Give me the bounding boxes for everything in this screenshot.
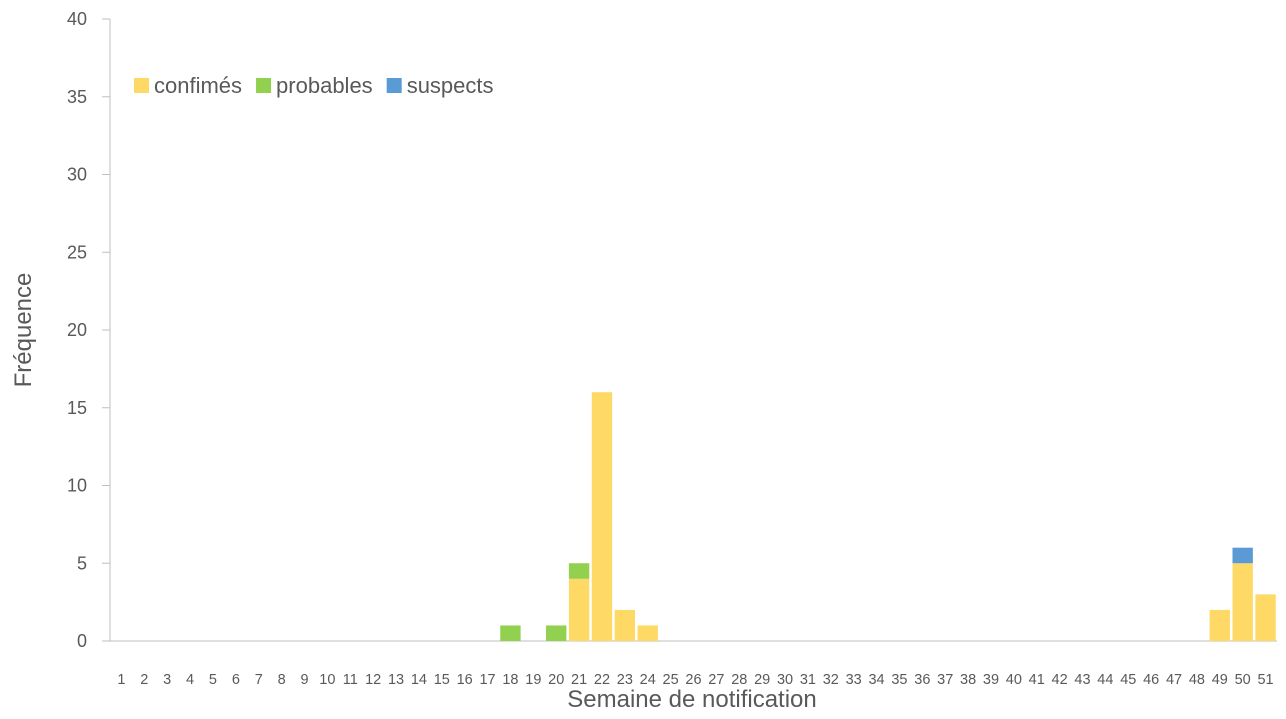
x-tick-label: 6 (232, 672, 240, 688)
legend-swatch (256, 78, 272, 93)
x-tick-label: 18 (502, 672, 518, 688)
x-tick-label: 41 (1029, 672, 1045, 688)
legend-item: suspects (386, 73, 494, 98)
x-tick-label: 5 (209, 672, 217, 688)
x-tick-label: 10 (319, 672, 335, 688)
x-tick-label: 51 (1257, 672, 1273, 688)
x-tick-label: 32 (823, 672, 839, 688)
y-tick-label: 40 (67, 9, 87, 29)
x-tick-label: 28 (731, 672, 747, 688)
x-tick-label: 22 (594, 672, 610, 688)
x-tick-label: 37 (937, 672, 953, 688)
x-tick-label: 21 (571, 672, 587, 688)
x-tick-label: 34 (868, 672, 884, 688)
x-tick-label: 17 (479, 672, 495, 688)
x-tick-label: 8 (278, 672, 286, 688)
bar-probables-20 (546, 625, 567, 641)
y-tick-label: 15 (67, 398, 87, 418)
x-axis: 1 2 3 4 5 6 7 8 9 10 11 12 13 14 15 16 17 18 19 20 21 22 23 24 2… (110, 640, 1277, 688)
legend-label: probables (276, 73, 373, 98)
x-tick-label: 15 (434, 672, 450, 688)
x-tick-label: 4 (186, 672, 194, 688)
legend-item: probables (256, 73, 373, 98)
y-tick-label: 5 (77, 553, 87, 573)
x-tick-label: 20 (548, 672, 564, 688)
x-tick-label: 11 (343, 672, 358, 688)
y-axis: 0 5 10 15 20 25 30 35 40 (67, 9, 111, 651)
x-tick-label: 19 (525, 672, 541, 688)
x-tick-label: 3 (163, 672, 171, 688)
x-tick-label: 12 (365, 672, 381, 688)
bars (500, 392, 1276, 641)
x-tick-label: 49 (1212, 672, 1228, 688)
legend: confimés probables suspects (134, 73, 494, 98)
y-tick-label: 20 (67, 320, 87, 340)
x-tick-label: 38 (960, 672, 976, 688)
legend-swatch (134, 78, 149, 93)
x-tick-label: 29 (754, 672, 770, 688)
x-tick-label: 35 (891, 672, 907, 688)
x-tick-label: 27 (708, 672, 724, 688)
bar-confimés-51 (1255, 594, 1276, 641)
legend-swatch (386, 78, 402, 93)
x-tick-label: 43 (1074, 672, 1090, 688)
legend-item: confimés (134, 73, 242, 98)
x-tick-label: 25 (663, 672, 679, 688)
y-tick-label: 0 (77, 631, 87, 651)
bar-confimés-49 (1209, 609, 1230, 641)
x-tick-label: 36 (914, 672, 930, 688)
x-tick-label: 48 (1189, 672, 1205, 688)
bar-suspects-50 (1232, 547, 1253, 564)
x-tick-label: 42 (1052, 672, 1068, 688)
x-tick-label: 2 (140, 672, 148, 688)
x-tick-label: 26 (685, 672, 701, 688)
bar-probables-21 (568, 563, 590, 579)
x-tick-label: 44 (1097, 672, 1113, 688)
x-tick-label: 14 (411, 672, 427, 688)
bar-probables-18 (500, 625, 521, 641)
x-tick-label: 1 (117, 672, 125, 688)
y-tick-label: 30 (67, 165, 87, 185)
bar-confimés-23 (614, 609, 636, 641)
x-tick-label: 7 (255, 672, 263, 688)
legend-label: confimés (154, 73, 242, 98)
x-tick-label: 16 (457, 672, 473, 688)
x-tick-label: 33 (846, 672, 862, 688)
y-tick-label: 25 (67, 242, 87, 262)
x-tick-label: 24 (640, 672, 656, 688)
x-tick-label: 30 (777, 672, 793, 688)
x-tick-label: 13 (388, 672, 404, 688)
bar-confimés-22 (591, 392, 613, 641)
x-tick-label: 23 (617, 672, 633, 688)
y-axis-title: Fréquence (10, 273, 37, 388)
x-tick-label: 46 (1143, 672, 1159, 688)
x-tick-label: 40 (1006, 672, 1022, 688)
bar-confimés-24 (637, 625, 658, 641)
x-axis-title: Semaine de notification (567, 686, 817, 713)
x-tick-label: 39 (983, 672, 999, 688)
x-tick-label: 31 (800, 672, 816, 688)
x-tick-label: 47 (1166, 672, 1182, 688)
y-tick-label: 35 (67, 87, 87, 107)
y-tick-label: 10 (67, 476, 87, 496)
bar-confimés-21 (568, 578, 590, 641)
legend-label: suspects (407, 73, 494, 98)
x-tick-label: 9 (300, 672, 308, 688)
x-tick-label: 45 (1120, 672, 1136, 688)
bar-confimés-50 (1232, 563, 1253, 641)
x-tick-label: 50 (1235, 672, 1251, 688)
